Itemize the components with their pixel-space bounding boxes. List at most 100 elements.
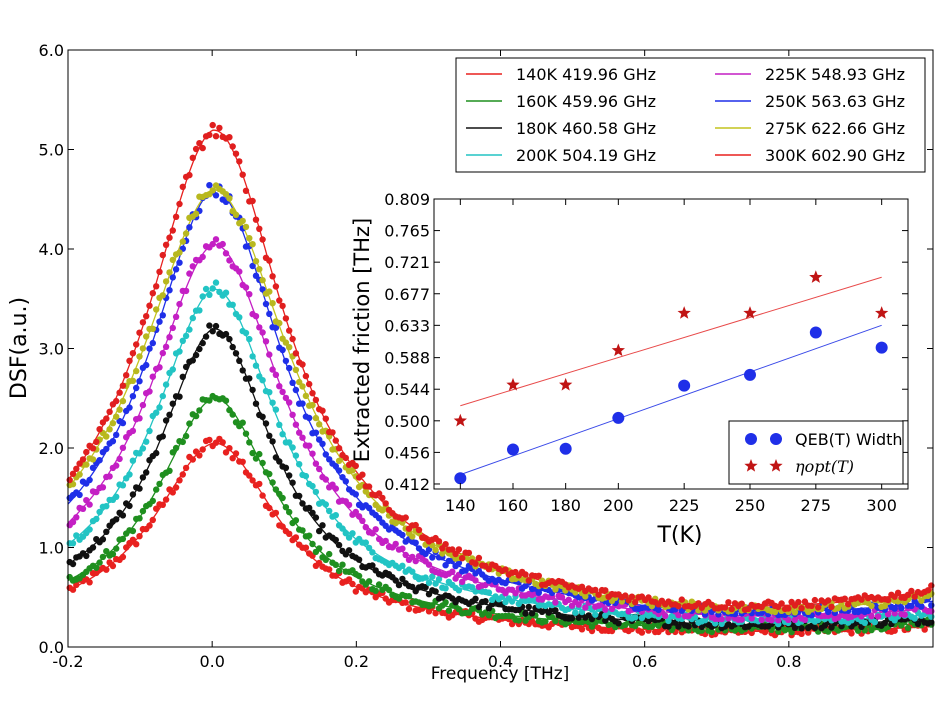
main-data-point [312, 396, 320, 404]
main-data-point [176, 348, 183, 355]
main-data-point [272, 486, 280, 493]
main-data-point [292, 350, 300, 357]
main-x-tick-label: 0.0 [199, 652, 224, 671]
main-data-point [359, 471, 366, 478]
main-data-point [259, 277, 266, 284]
main-data-point [435, 575, 443, 583]
main-data-point [242, 284, 250, 291]
main-data-point [119, 482, 127, 489]
main-data-point [246, 291, 253, 298]
main-data-point [79, 456, 87, 463]
main-data-point [123, 372, 130, 379]
inset-data-point-star [875, 306, 889, 319]
main-data-point [189, 263, 196, 270]
main-data-point [196, 140, 203, 147]
main-data-point [332, 437, 339, 444]
main-data-point [512, 590, 519, 597]
main-legend-box [455, 57, 926, 173]
main-data-point [552, 617, 559, 625]
main-data-point [209, 328, 216, 335]
main-y-tick-label: 3.0 [39, 340, 64, 359]
inset-fit-line [460, 276, 882, 407]
main-data-point [103, 548, 110, 555]
main-data-point [239, 217, 246, 225]
main-data-point [442, 541, 449, 548]
main-data-point [326, 507, 333, 515]
main-legend-label: 160K 459.96 GHz [516, 92, 656, 111]
main-data-point [339, 525, 346, 532]
main-data-point [864, 607, 872, 615]
main-data-point [246, 235, 253, 242]
main-data-point [412, 557, 419, 565]
main-data-point [139, 319, 147, 326]
main-data-point [306, 380, 313, 388]
main-data-point [156, 364, 163, 371]
main-data-point [83, 461, 90, 468]
main-data-point [242, 430, 250, 437]
main-data-point [206, 322, 213, 329]
main-data-point [182, 230, 190, 237]
inset-x-ticks: 140 160 180 200 225 250 275 300 [445, 199, 897, 515]
main-data-point [425, 561, 433, 568]
main-data-point [139, 474, 147, 481]
main-data-point [139, 507, 147, 515]
main-data-point [362, 524, 369, 531]
main-y-ticks: 0.0 1.0 2.0 3.0 4.0 5.0 6.0 [39, 41, 933, 657]
main-data-point [785, 616, 792, 623]
main-data-point [256, 480, 263, 488]
main-data-point [884, 611, 892, 618]
inset-legend-marker-eta-2 [769, 459, 783, 472]
main-data-point [182, 464, 190, 472]
main-data-point [395, 581, 403, 589]
main-data-point [592, 611, 599, 618]
main-data-point [365, 483, 373, 490]
main-data-point [153, 449, 160, 457]
main-data-point [868, 613, 875, 620]
main-data-point [182, 432, 190, 440]
main-data-point [472, 577, 479, 584]
main-data-point [189, 154, 196, 161]
main-x-tick-label: 0.6 [632, 652, 657, 671]
main-data-point [169, 324, 176, 332]
main-data-point [249, 477, 256, 484]
main-data-point [136, 515, 143, 522]
main-data-point [209, 285, 216, 292]
main-data-point [312, 514, 320, 521]
main-data-point [904, 624, 912, 632]
main-data-point [785, 605, 792, 612]
main-data-point [894, 589, 902, 596]
main-data-point [306, 532, 313, 539]
main-data-point [179, 337, 186, 344]
main-x-tick-label: 0.8 [776, 652, 801, 671]
main-data-point [602, 587, 609, 594]
main-data-point [262, 420, 270, 427]
main-data-point [838, 623, 845, 630]
main-data-point [176, 300, 183, 308]
main-data-point [69, 560, 77, 568]
main-data-point [103, 503, 110, 510]
main-data-point [149, 497, 156, 505]
main-data-point [226, 257, 233, 264]
main-data-point [345, 547, 353, 554]
inset-legend-box [728, 420, 904, 485]
main-data-point [279, 494, 286, 502]
main-data-point [249, 386, 256, 394]
main-data-point [236, 268, 243, 275]
main-data-point [266, 351, 273, 358]
main-data-point [309, 390, 316, 397]
main-data-point [113, 397, 120, 405]
inset-x-tick-label: 140 [445, 496, 476, 515]
main-data-point [369, 549, 376, 556]
main-data-point [246, 335, 253, 343]
main-data-point [262, 300, 270, 308]
main-data-point [289, 411, 296, 418]
main-data-point [169, 400, 176, 407]
main-data-point [119, 535, 127, 543]
main-data-point [399, 575, 406, 583]
main-data-point [861, 619, 868, 626]
inset-data-point-circle [612, 411, 625, 424]
main-data-point [79, 505, 87, 512]
main-data-point [279, 388, 286, 396]
main-data-point [405, 605, 413, 613]
main-data-point [415, 526, 423, 534]
